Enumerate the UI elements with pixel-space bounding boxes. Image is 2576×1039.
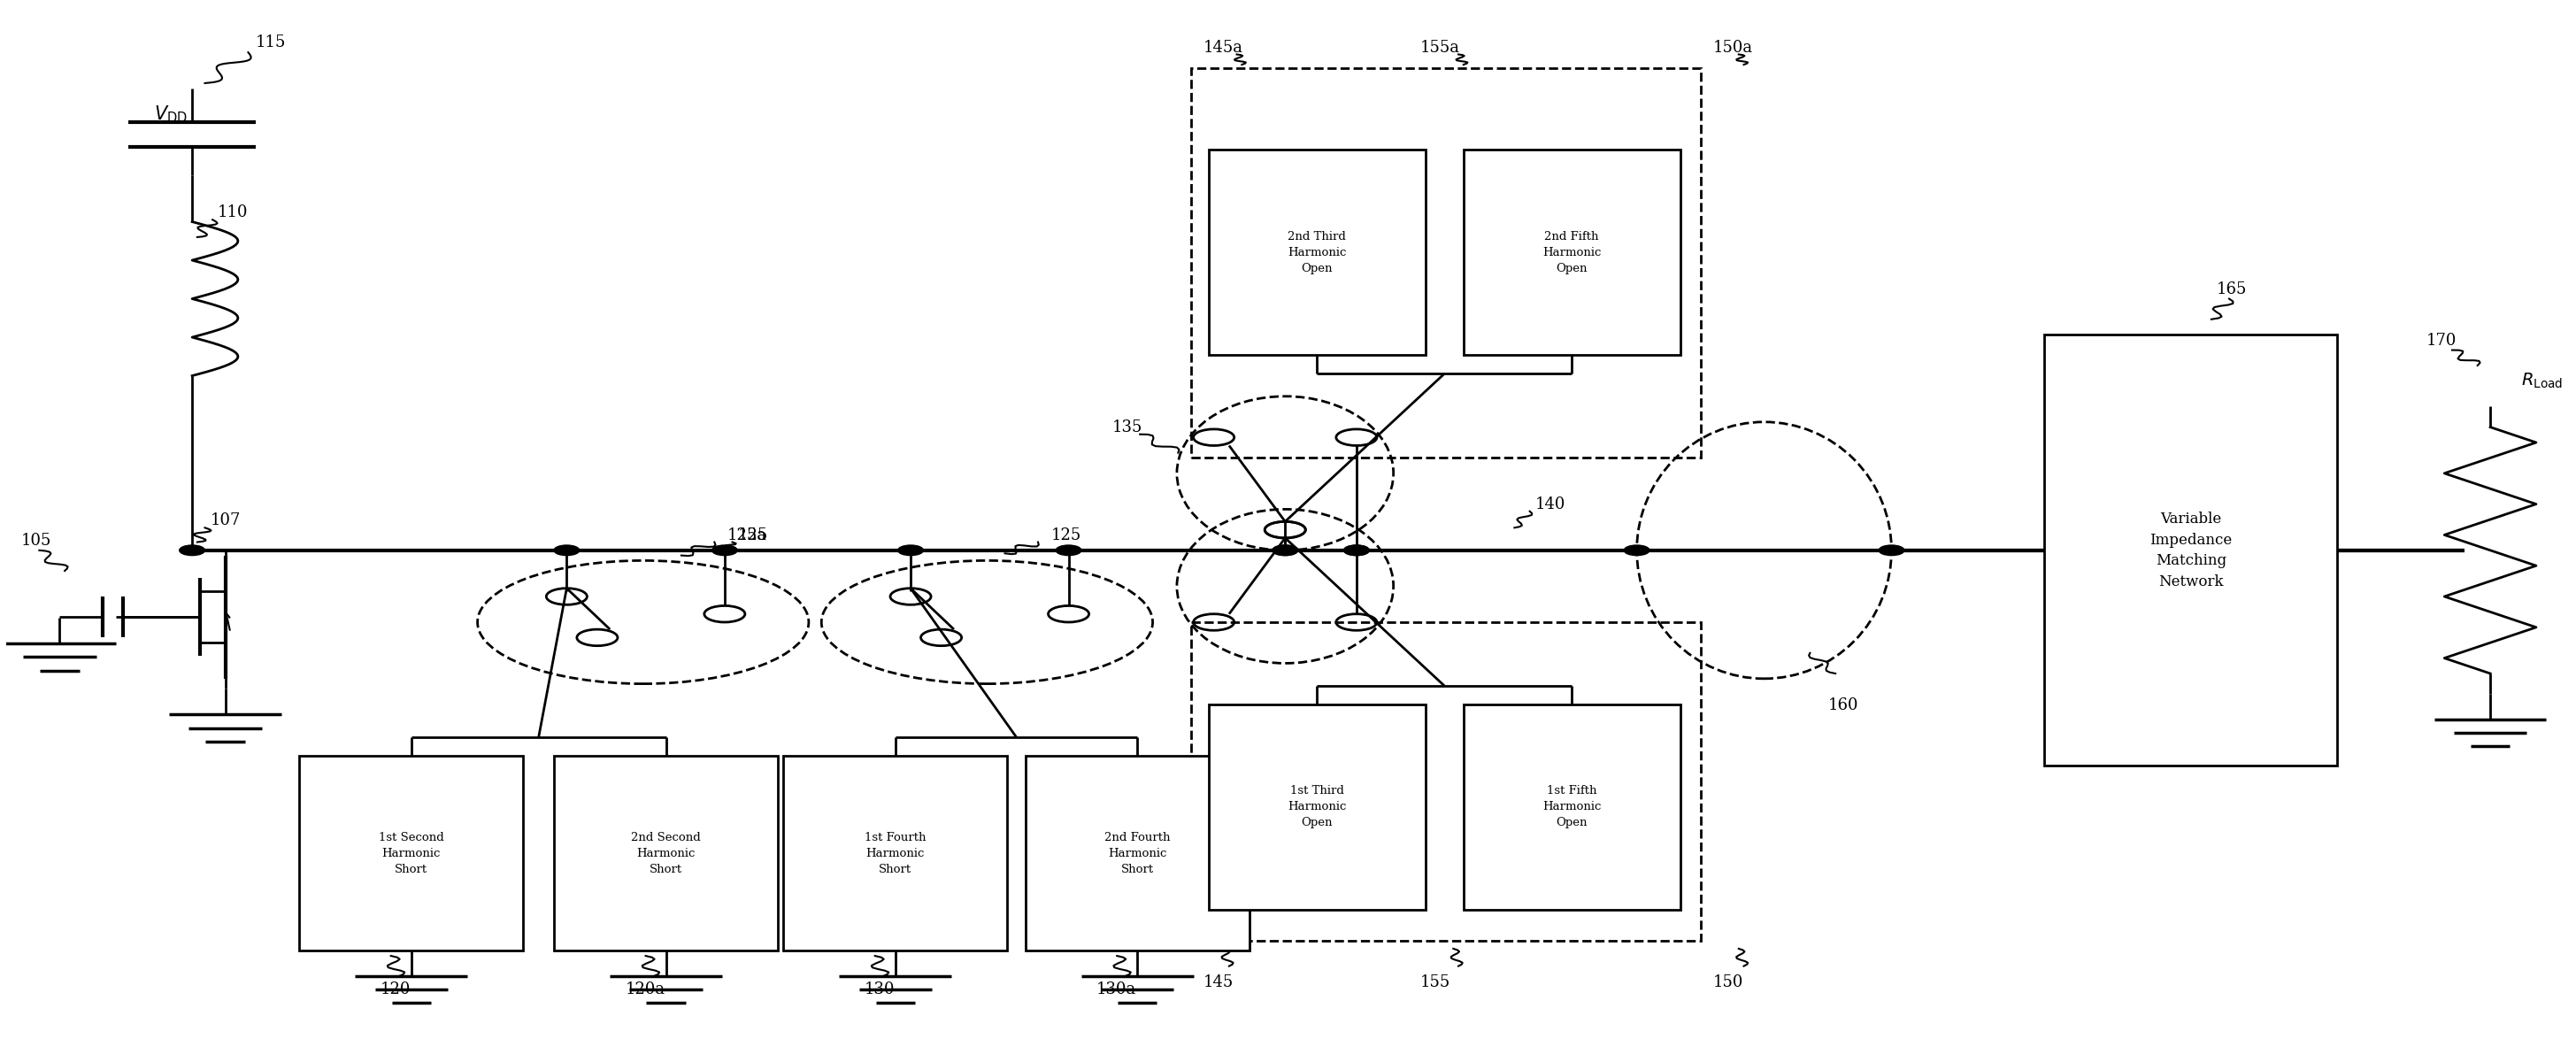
Circle shape [554,545,580,556]
Text: 170: 170 [2427,332,2458,348]
Text: 130: 130 [866,982,896,997]
Text: 135: 135 [1113,420,1141,435]
Text: 125: 125 [737,528,768,543]
Text: Variable
Impedance
Matching
Network: Variable Impedance Matching Network [2148,511,2233,589]
Circle shape [1345,545,1370,556]
Circle shape [180,545,206,556]
Text: 155: 155 [1419,975,1450,990]
Text: 150a: 150a [1713,39,1754,56]
Text: $V_{\rm DD}$: $V_{\rm DD}$ [155,104,188,125]
FancyBboxPatch shape [1463,704,1680,910]
Text: 2nd Second
Harmonic
Short: 2nd Second Harmonic Short [631,831,701,875]
FancyBboxPatch shape [2045,335,2336,766]
Circle shape [899,545,922,556]
Text: 1st Second
Harmonic
Short: 1st Second Harmonic Short [379,831,443,875]
Text: 2nd Fifth
Harmonic
Open: 2nd Fifth Harmonic Open [1543,231,1602,274]
Text: 120a: 120a [626,982,665,997]
FancyBboxPatch shape [1463,150,1680,355]
FancyBboxPatch shape [1025,755,1249,951]
Circle shape [1273,545,1298,556]
Circle shape [1623,545,1649,556]
Text: 2nd Fourth
Harmonic
Short: 2nd Fourth Harmonic Short [1105,831,1170,875]
Text: 165: 165 [2215,282,2246,297]
Text: 110: 110 [216,205,247,220]
FancyBboxPatch shape [783,755,1007,951]
Circle shape [1273,545,1298,556]
Text: 145: 145 [1203,975,1234,990]
Text: 145a: 145a [1203,39,1244,56]
Text: 150: 150 [1713,975,1744,990]
Circle shape [1345,545,1370,556]
Text: 115: 115 [255,35,286,51]
FancyBboxPatch shape [1208,150,1425,355]
Text: 2nd Third
Harmonic
Open: 2nd Third Harmonic Open [1288,231,1347,274]
Text: $R_{\rm Load}$: $R_{\rm Load}$ [2522,372,2563,391]
FancyBboxPatch shape [1208,704,1425,910]
FancyBboxPatch shape [299,755,523,951]
Text: 105: 105 [21,533,52,549]
Text: 107: 107 [211,512,240,528]
Text: 125a: 125a [726,528,768,543]
Text: 1st Fourth
Harmonic
Short: 1st Fourth Harmonic Short [866,831,927,875]
Text: 130a: 130a [1097,982,1136,997]
Text: 125: 125 [1051,528,1082,543]
Text: 1st Third
Harmonic
Open: 1st Third Harmonic Open [1288,785,1347,829]
Circle shape [711,545,737,556]
FancyBboxPatch shape [554,755,778,951]
Text: 155a: 155a [1419,39,1461,56]
Text: 160: 160 [1829,697,1857,713]
Text: 1st Fifth
Harmonic
Open: 1st Fifth Harmonic Open [1543,785,1602,829]
Circle shape [1056,545,1082,556]
Circle shape [1878,545,1904,556]
Text: 120: 120 [381,982,412,997]
Text: 140: 140 [1535,497,1566,513]
